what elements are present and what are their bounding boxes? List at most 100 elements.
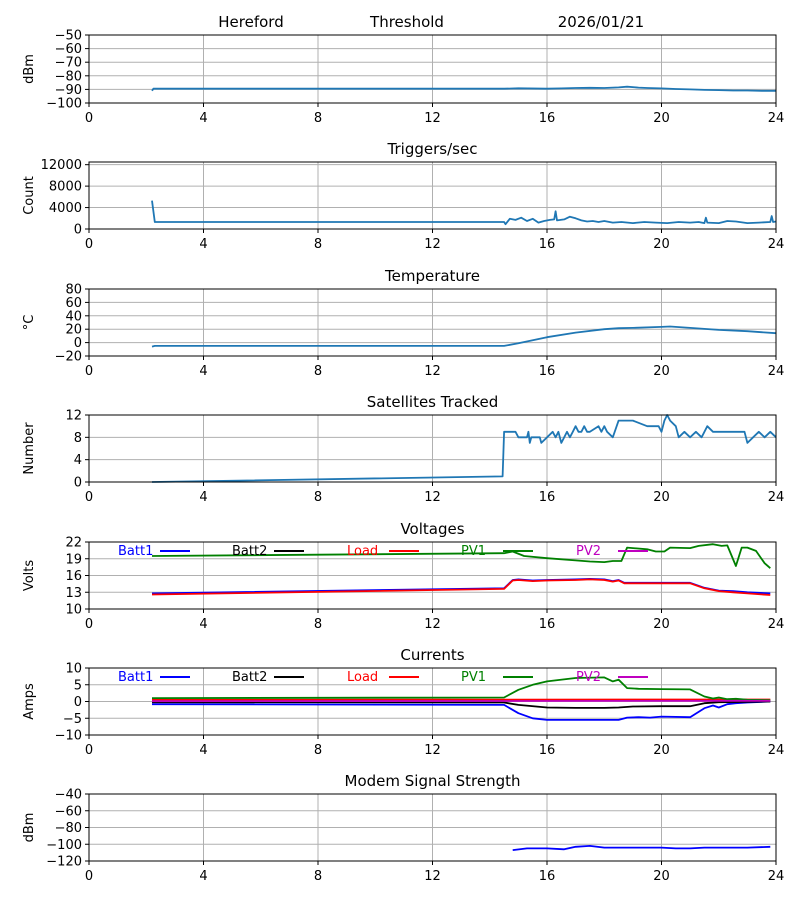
x-tick-label: 20 [653,364,670,379]
series-group [151,200,776,226]
x-tick-label: 0 [85,364,93,379]
x-tick-label: 24 [768,364,785,379]
x-tick-label: 0 [85,617,93,632]
header-station: Hereford [218,13,283,31]
legend-label-load: Load [347,670,378,685]
y-tick-label: 12 [65,409,82,424]
y-tick-label: −120 [46,855,82,870]
y-tick-label: 40 [65,309,82,324]
x-tick-label: 4 [199,490,207,505]
x-tick-label: 8 [314,237,322,252]
x-tick-label: 16 [539,111,556,126]
legend-label-pv2: PV2 [576,670,601,685]
x-tick-label: 12 [424,743,441,758]
x-tick-label: 0 [85,743,93,758]
x-tick-label: 8 [314,869,322,884]
x-tick-label: 8 [314,111,322,126]
legend-label-batt1: Batt1 [118,670,153,685]
x-tick-label: 4 [199,743,207,758]
x-tick-label: 20 [653,869,670,884]
x-tick-label: 8 [314,490,322,505]
y-tick-label: −80 [55,69,82,84]
legend-label-batt1: Batt1 [118,544,153,559]
series-line-temperature [151,325,776,348]
x-tick-label: 0 [85,490,93,505]
legend-label-batt2: Batt2 [232,670,267,685]
panel-currents: 0 4 8 12 16 20 24 105 0 −5 −10 Currents Amps Batt1 Bat… [22,646,784,758]
panel-threshold: 0 4 8 12 16 20 24 −50−60−70−80−90−100 dBm [22,29,784,127]
x-tick-label: 24 [768,869,785,884]
y-tick-label: 5 [74,678,82,693]
y-tick-label: −60 [55,804,82,819]
y-axis-label: Amps [22,683,37,720]
x-tick-label: 24 [768,490,785,505]
x-tick-label: 12 [424,490,441,505]
y-tick-label: 10 [65,603,82,618]
x-tick-label: 24 [768,617,785,632]
y-tick-label: −10 [55,729,82,744]
y-tick-label: −5 [63,712,82,727]
x-tick-label: 16 [539,490,556,505]
x-tick-label: 8 [314,364,322,379]
x-tick-label: 16 [539,743,556,758]
y-tick-label: −60 [55,42,82,57]
series-line-batt1 [151,578,771,595]
series-line-load [151,578,771,596]
x-tick-label: 0 [85,869,93,884]
chart-title: Temperature [384,267,480,285]
x-tick-label: 8 [314,617,322,632]
y-tick-label: −80 [55,821,82,836]
y-tick-label: −100 [46,97,82,112]
legend-label-pv1: PV1 [461,670,486,685]
x-tick-label: 16 [539,364,556,379]
y-tick-label: 8000 [49,180,82,195]
y-tick-label: 80 [65,283,82,298]
y-tick-label: 19 [65,552,82,567]
y-tick-label: −90 [55,83,82,98]
series-group [512,845,771,851]
series-line-batt1 [151,700,771,721]
x-tick-label: 24 [768,237,785,252]
x-tick-label: 16 [539,617,556,632]
y-tick-label: −20 [55,350,82,365]
chart-title: Voltages [400,520,464,538]
x-tick-label: 20 [653,490,670,505]
x-tick-label: 20 [653,617,670,632]
header-mode: Threshold [369,13,444,31]
y-axis-label: Count [22,176,37,215]
series-line-modem [512,845,771,851]
y-axis-label: dBm [22,813,37,843]
y-tick-label: −100 [46,838,82,853]
y-tick-label: 60 [65,296,82,311]
chart-title: Modem Signal Strength [345,772,521,790]
series-group [151,676,771,721]
y-tick-label: −40 [55,788,82,803]
y-axis-label: dBm [22,54,37,84]
x-tick-label: 4 [199,869,207,884]
x-tick-label: 4 [199,111,207,126]
y-tick-label: 22 [65,536,82,551]
x-tick-label: 12 [424,364,441,379]
panel-modem: 0 4 8 12 16 20 24 −40−60 −80 −100 −120 Modem Signal… [22,772,784,884]
x-tick-label: 16 [539,869,556,884]
y-tick-label: 10 [65,662,82,677]
series-line-pv1 [151,676,771,702]
legend-label-load: Load [347,544,378,559]
x-tick-label: 20 [653,111,670,126]
legend-label-pv1: PV1 [461,544,486,559]
y-tick-label: 13 [65,586,82,601]
y-tick-label: 0 [74,476,82,491]
x-tick-label: 24 [768,743,785,758]
x-tick-label: 0 [85,237,93,252]
y-tick-label: 4 [74,453,82,468]
legend-label-batt2: Batt2 [232,544,267,559]
series-line-batt2 [151,700,771,709]
x-tick-label: 4 [199,237,207,252]
y-tick-label: 12000 [41,158,82,173]
chart-title: Currents [400,646,464,664]
series-line-satellites [151,414,776,483]
x-tick-label: 20 [653,743,670,758]
